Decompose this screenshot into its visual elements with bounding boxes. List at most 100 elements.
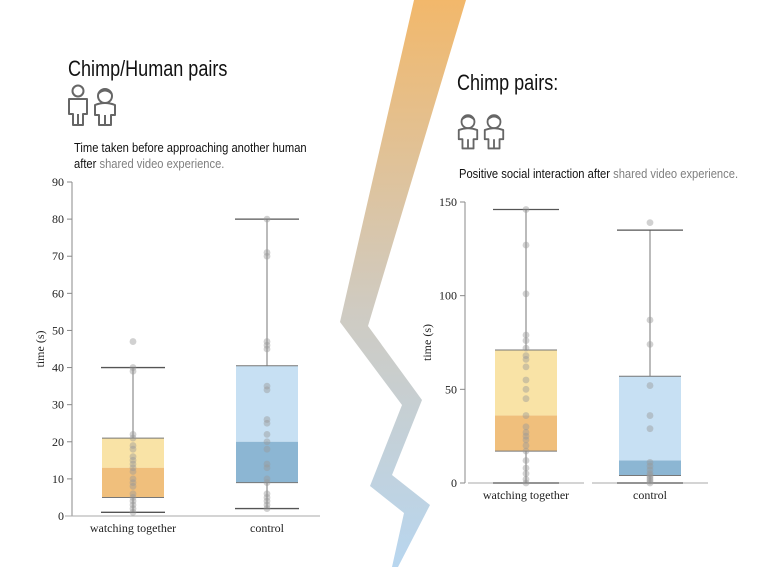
data-point	[646, 477, 654, 485]
data-point	[129, 501, 137, 509]
y-tick-label: 20	[52, 435, 64, 449]
data-point	[263, 494, 271, 501]
data-point	[522, 412, 530, 419]
x-tick-label: watching together	[483, 488, 569, 502]
right-subtitle-prefix: Positive social interaction after	[459, 166, 611, 181]
data-point	[522, 363, 530, 371]
data-point	[646, 475, 654, 483]
data-point	[263, 438, 271, 446]
data-point	[646, 219, 654, 227]
y-tick-label: 90	[52, 175, 64, 189]
data-point	[263, 475, 271, 483]
data-point	[129, 464, 137, 472]
child-person-icon	[94, 88, 116, 126]
data-point	[263, 501, 271, 509]
data-point	[129, 367, 137, 375]
data-point	[263, 345, 271, 353]
y-tick-label: 80	[52, 212, 64, 226]
right-subtitle-highlight: shared video experience.	[613, 166, 739, 181]
data-point	[522, 442, 530, 449]
data-point	[522, 395, 530, 403]
box-upper	[102, 438, 164, 468]
data-point	[263, 479, 271, 486]
left-panel-title: Chimp/Human pairs	[68, 56, 228, 81]
left-subtitle-line1: Time taken before approaching another hu…	[74, 140, 307, 155]
data-point	[129, 364, 137, 371]
y-axis-label: time (s)	[420, 324, 434, 361]
left-boxplot-chart: 0 10 20 30 40 50 60 70 80 90 time (s) watching toge…	[33, 175, 320, 535]
y-tick-label: 60	[52, 286, 64, 300]
right-panel-subtitle: Positive social interaction after shared…	[459, 166, 738, 182]
child-person-icon	[457, 114, 479, 150]
data-point	[263, 497, 271, 505]
data-point	[522, 457, 530, 464]
data-point	[129, 434, 137, 442]
box-lower	[495, 415, 557, 452]
data-point	[522, 376, 530, 384]
data-point	[129, 494, 137, 501]
data-point	[129, 475, 137, 483]
box-upper	[495, 349, 557, 416]
data-point	[129, 490, 137, 498]
data-point	[522, 432, 530, 440]
data-point	[522, 479, 530, 487]
x-tick-label: watching together	[90, 521, 176, 535]
data-point	[263, 460, 271, 468]
data-point	[129, 445, 137, 453]
data-point	[522, 355, 530, 363]
data-point	[646, 382, 654, 389]
data-point	[263, 249, 271, 256]
y-tick-label: 0	[451, 476, 457, 490]
adult-person-icon	[68, 84, 88, 126]
data-point	[263, 445, 271, 453]
data-point	[522, 429, 530, 436]
data-point	[522, 344, 530, 352]
data-point	[263, 505, 271, 512]
data-point	[522, 352, 530, 360]
y-tick-label: 100	[439, 289, 457, 303]
data-point	[646, 425, 654, 433]
data-point	[129, 430, 137, 438]
y-axis-label: time (s)	[33, 331, 47, 368]
y-tick-label: 30	[52, 398, 64, 412]
y-tick-label: 0	[58, 509, 64, 523]
data-point	[129, 453, 137, 461]
data-point	[129, 460, 137, 468]
child-person-icon	[483, 114, 505, 150]
left-icon-group	[66, 84, 118, 126]
data-point	[263, 252, 271, 260]
data-point	[522, 290, 530, 298]
data-point	[129, 497, 137, 505]
y-tick-label: 70	[52, 249, 64, 263]
data-point	[522, 447, 530, 455]
x-tick-label: control	[250, 521, 285, 535]
data-point	[129, 482, 137, 490]
data-point	[129, 468, 137, 475]
y-tick-label: 10	[52, 472, 64, 486]
data-point	[263, 416, 271, 423]
data-point	[646, 479, 654, 487]
data-point	[646, 462, 654, 470]
data-point	[522, 206, 530, 213]
data-point	[522, 464, 530, 472]
data-point	[646, 340, 654, 348]
data-point	[263, 382, 271, 390]
data-point	[646, 412, 654, 419]
y-tick-label: 50	[445, 382, 457, 396]
data-point	[646, 472, 654, 479]
data-point	[129, 442, 137, 449]
right-panel-title: Chimp pairs:	[457, 70, 559, 95]
data-point	[522, 385, 530, 393]
data-point	[263, 490, 271, 498]
y-tick-label: 150	[439, 195, 457, 209]
data-point	[129, 456, 137, 464]
box-lower	[236, 441, 298, 483]
data-point	[522, 475, 530, 483]
x-tick-label: control	[633, 488, 668, 502]
data-point	[263, 430, 271, 438]
data-point	[129, 505, 137, 512]
box-upper	[236, 365, 298, 442]
data-point	[263, 341, 271, 349]
right-boxplot-chart: 0 50 100 150 time (s) watching together contro…	[420, 195, 708, 502]
